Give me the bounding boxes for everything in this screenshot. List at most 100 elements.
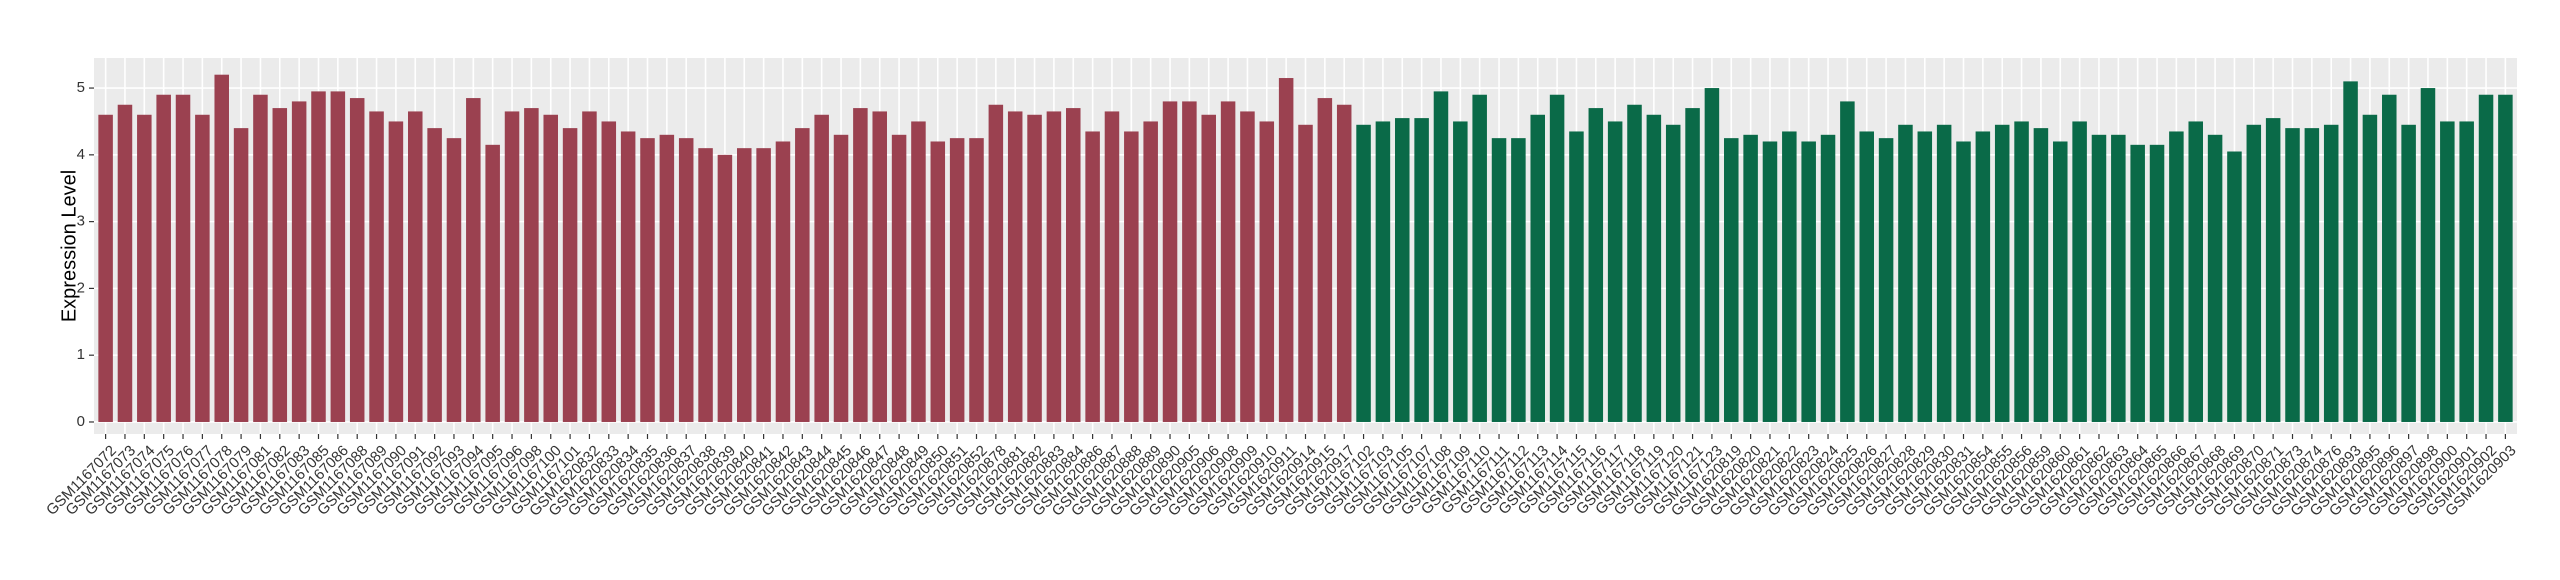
bar — [795, 128, 810, 422]
bar — [562, 128, 578, 422]
bar — [2111, 134, 2126, 422]
bar — [1453, 121, 1468, 422]
bar — [1685, 108, 1700, 422]
bar — [2149, 144, 2165, 422]
bar — [1530, 114, 1545, 422]
bar — [1046, 111, 1062, 422]
bar — [1414, 118, 1429, 422]
bar — [1724, 138, 1739, 422]
bar — [1278, 78, 1294, 422]
bar — [930, 141, 946, 422]
bar — [2304, 128, 2320, 422]
y-axis-title: Expression Level — [58, 170, 80, 322]
bar — [2169, 131, 2184, 422]
bar — [1066, 108, 1081, 422]
bar — [2459, 121, 2474, 422]
bar — [1240, 111, 1255, 422]
bar — [349, 98, 365, 422]
bar — [1433, 91, 1449, 422]
bar — [814, 114, 829, 422]
bar — [911, 121, 926, 422]
bar — [1743, 134, 1758, 422]
bar — [1356, 124, 1371, 422]
bar — [1491, 138, 1507, 422]
bar — [2246, 124, 2262, 422]
bar — [756, 148, 771, 422]
bar — [2072, 121, 2087, 422]
bar — [2323, 124, 2339, 422]
bar — [291, 101, 307, 422]
bar — [775, 141, 791, 422]
bar — [1994, 124, 2010, 422]
y-tick-label: 3 — [77, 213, 85, 230]
bar — [2401, 124, 2416, 422]
bar — [369, 111, 384, 422]
bar — [543, 114, 558, 422]
bar — [2188, 121, 2203, 422]
bar — [1936, 124, 1952, 422]
bar — [2498, 94, 2513, 422]
bar — [620, 131, 636, 422]
bar — [1317, 98, 1333, 422]
bar — [1220, 101, 1236, 422]
bar — [330, 91, 346, 422]
y-tick-label: 0 — [77, 413, 85, 430]
bar — [1259, 121, 1275, 422]
bar — [1298, 124, 1313, 422]
bar — [2440, 121, 2455, 422]
bar — [2130, 144, 2145, 422]
bar — [988, 104, 1004, 422]
bar — [117, 104, 133, 422]
bar — [949, 138, 965, 422]
bar — [1124, 131, 1139, 422]
bar — [2343, 81, 2358, 422]
bar — [1627, 104, 1642, 422]
bar — [1336, 104, 1352, 422]
bar — [524, 108, 539, 422]
bar — [1143, 121, 1158, 422]
bar — [1182, 101, 1197, 422]
bar — [253, 94, 268, 422]
bar — [466, 98, 481, 422]
bar — [1878, 138, 1894, 422]
y-tick-label: 5 — [77, 79, 85, 96]
bar — [2265, 118, 2281, 422]
bar — [1704, 88, 1720, 422]
bar — [640, 138, 655, 422]
bar — [1511, 138, 1526, 422]
bar — [408, 111, 423, 422]
bar — [1917, 131, 1933, 422]
y-tick-label: 1 — [77, 346, 85, 363]
bar — [1898, 124, 1913, 422]
bar — [1820, 134, 1836, 422]
bar — [137, 114, 152, 422]
bar — [717, 154, 733, 422]
bar — [1956, 141, 1971, 422]
bar — [2285, 128, 2300, 422]
bar — [1375, 121, 1391, 422]
bar — [1549, 94, 1565, 422]
bar — [698, 148, 713, 422]
bar — [1975, 131, 1991, 422]
bar — [156, 94, 171, 422]
bar — [582, 111, 597, 422]
bar — [233, 128, 249, 422]
bar — [853, 108, 868, 422]
bar — [1782, 131, 1797, 422]
bar — [1646, 114, 1662, 422]
bar — [969, 138, 984, 422]
bar — [1162, 101, 1178, 422]
bar — [1201, 114, 1216, 422]
bar — [485, 144, 500, 422]
bar — [1085, 131, 1100, 422]
bar — [2420, 88, 2436, 422]
bar — [1607, 121, 1623, 422]
bar — [1395, 118, 1410, 422]
bar — [1027, 114, 1042, 422]
bar — [601, 121, 617, 422]
bar — [311, 91, 326, 422]
bar — [678, 138, 694, 422]
bar — [1859, 131, 1874, 422]
bar — [1665, 124, 1681, 422]
bar — [2014, 121, 2029, 422]
